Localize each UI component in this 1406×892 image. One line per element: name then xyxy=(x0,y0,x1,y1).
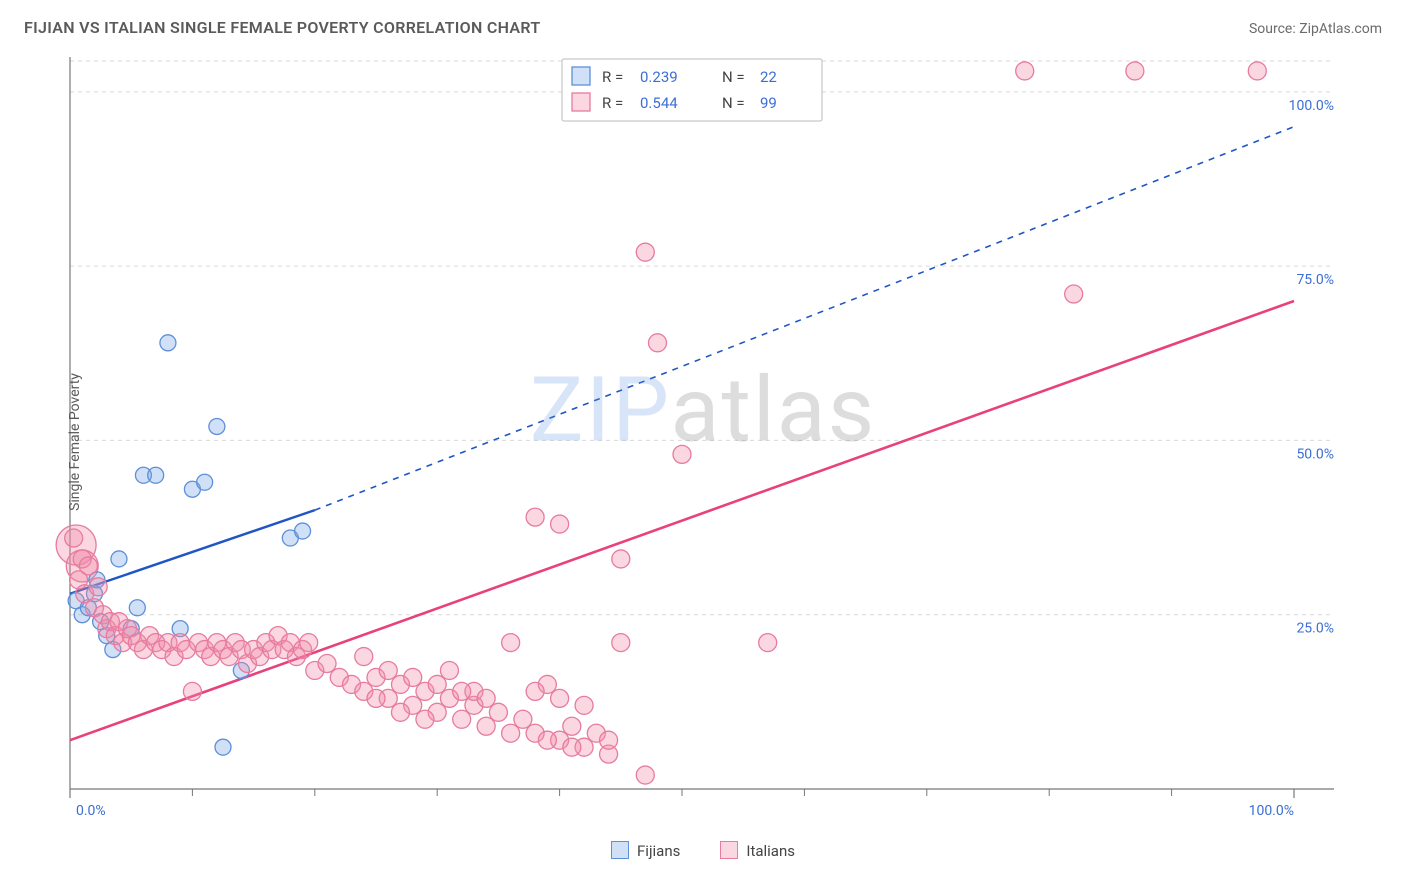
legend-swatch xyxy=(611,841,629,859)
regression-line-extended xyxy=(315,127,1294,510)
plot-area: Single Female Poverty ZIPatlas 25.0%50.0… xyxy=(24,47,1382,837)
scatter-point xyxy=(215,739,231,755)
scatter-point xyxy=(502,724,520,742)
legend-swatch xyxy=(572,93,590,111)
svg-text:N =: N = xyxy=(722,68,745,86)
svg-text:99: 99 xyxy=(760,94,777,112)
scatter-point xyxy=(673,445,691,463)
scatter-point xyxy=(453,710,471,728)
svg-text:0.544: 0.544 xyxy=(640,94,678,112)
regression-line xyxy=(70,301,1294,740)
y-tick-label: 75.0% xyxy=(1296,272,1334,288)
source-label: Source: ZipAtlas.com xyxy=(1249,21,1382,37)
scatter-point xyxy=(612,634,630,652)
scatter-point xyxy=(197,474,213,490)
scatter-chart: 25.0% 50.0% 75.0% 100.0% 0.0% 100.0% R = 0.239… xyxy=(24,47,1354,837)
scatter-point xyxy=(477,717,495,735)
scatter-point xyxy=(502,634,520,652)
scatter-point xyxy=(538,731,556,749)
scatter-point xyxy=(1065,285,1083,303)
scatter-point xyxy=(129,600,145,616)
svg-text:R =: R = xyxy=(602,94,623,112)
scatter-point xyxy=(404,668,422,686)
scatter-point xyxy=(636,766,654,784)
scatter-point xyxy=(759,634,777,652)
scatter-point xyxy=(295,523,311,539)
svg-text:N =: N = xyxy=(722,94,745,112)
scatter-point xyxy=(551,515,569,533)
x-tick-label: 0.0% xyxy=(76,803,106,819)
scatter-point xyxy=(600,731,618,749)
scatter-point xyxy=(148,467,164,483)
scatter-point xyxy=(1126,62,1144,80)
scatter-point xyxy=(428,675,446,693)
x-tick-label: 100.0% xyxy=(1249,803,1294,819)
legend-item: Fijians xyxy=(611,841,680,860)
scatter-point xyxy=(453,682,471,700)
scatter-point xyxy=(416,710,434,728)
svg-text:R =: R = xyxy=(602,68,623,86)
scatter-point xyxy=(300,634,318,652)
legend-swatch xyxy=(572,67,590,85)
scatter-point xyxy=(318,655,336,673)
svg-text:0.239: 0.239 xyxy=(640,68,678,86)
y-tick-label: 100.0% xyxy=(1289,98,1334,114)
legend-label: Fijians xyxy=(637,842,680,860)
y-tick-label: 25.0% xyxy=(1296,621,1334,637)
scatter-point xyxy=(551,689,569,707)
scatter-point xyxy=(526,682,544,700)
scatter-point xyxy=(79,557,97,575)
legend-bottom: Fijians Italians xyxy=(0,841,1406,860)
regression-line xyxy=(70,510,315,594)
scatter-point xyxy=(489,703,507,721)
legend-item: Italians xyxy=(720,841,795,860)
scatter-point xyxy=(65,529,83,547)
legend-top xyxy=(562,59,822,121)
scatter-point xyxy=(514,710,532,728)
scatter-point xyxy=(183,682,201,700)
scatter-point xyxy=(440,661,458,679)
scatter-point xyxy=(209,418,225,434)
scatter-point xyxy=(477,689,495,707)
legend-swatch xyxy=(720,841,738,859)
scatter-point xyxy=(1248,62,1266,80)
scatter-point xyxy=(563,717,581,735)
scatter-point xyxy=(1016,62,1034,80)
svg-text:22: 22 xyxy=(760,68,777,86)
scatter-point xyxy=(111,551,127,567)
header: FIJIAN VS ITALIAN SINGLE FEMALE POVERTY … xyxy=(0,0,1406,43)
scatter-point xyxy=(367,689,385,707)
scatter-point xyxy=(355,648,373,666)
source-prefix: Source: xyxy=(1249,21,1299,37)
scatter-point xyxy=(575,696,593,714)
scatter-point xyxy=(563,738,581,756)
y-tick-label: 50.0% xyxy=(1296,446,1334,462)
scatter-point xyxy=(160,335,176,351)
chart-title: FIJIAN VS ITALIAN SINGLE FEMALE POVERTY … xyxy=(24,18,540,37)
scatter-point xyxy=(379,661,397,679)
scatter-point xyxy=(89,578,107,596)
legend-label: Italians xyxy=(746,842,795,860)
y-axis-label: Single Female Poverty xyxy=(67,373,83,511)
scatter-point xyxy=(526,508,544,526)
scatter-point xyxy=(612,550,630,568)
scatter-point xyxy=(636,243,654,261)
scatter-point xyxy=(391,703,409,721)
scatter-point xyxy=(649,334,667,352)
source-link[interactable]: ZipAtlas.com xyxy=(1299,21,1382,37)
